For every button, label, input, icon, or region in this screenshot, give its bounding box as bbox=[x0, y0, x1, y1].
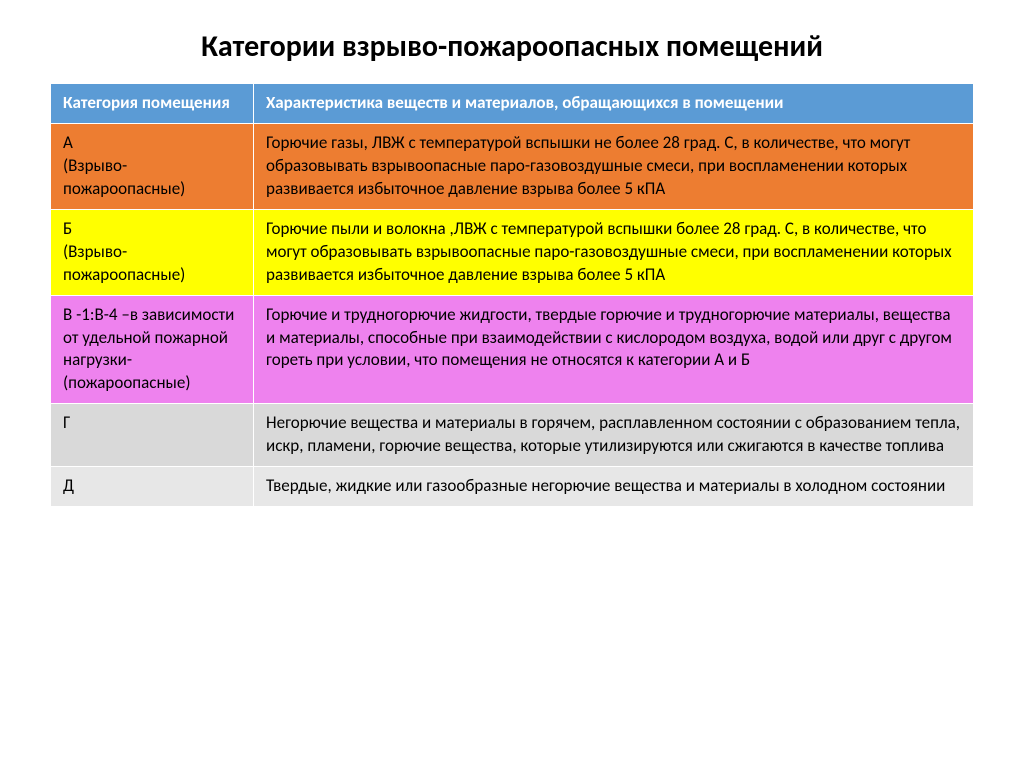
cell-description: Негорючие вещества и материалы в горячем… bbox=[254, 404, 974, 467]
table-row: Б(Взрыво-пожароопасные) Горючие пыли и в… bbox=[51, 209, 974, 295]
col-header-description: Характеристика веществ и материалов, обр… bbox=[254, 84, 974, 124]
cell-description: Горючие газы, ЛВЖ с температурой вспышки… bbox=[254, 123, 974, 209]
table-row: Г Негорючие вещества и материалы в горяч… bbox=[51, 404, 974, 467]
table-row: Д Твердые, жидкие или газообразные негор… bbox=[51, 467, 974, 507]
cell-description: Твердые, жидкие или газообразные негорюч… bbox=[254, 467, 974, 507]
slide: Категории взрыво-пожароопасных помещений… bbox=[0, 0, 1024, 547]
cell-category: В -1:В-4 –в зависимости от удельной пожа… bbox=[51, 295, 254, 404]
cell-category: Г bbox=[51, 404, 254, 467]
cell-category: А(Взрыво-пожароопасные) bbox=[51, 123, 254, 209]
table-header-row: Категория помещения Характеристика вещес… bbox=[51, 84, 974, 124]
cell-description: Горючие и трудногорючие жидгости, тверды… bbox=[254, 295, 974, 404]
page-title: Категории взрыво-пожароопасных помещений bbox=[50, 28, 974, 65]
table-row: В -1:В-4 –в зависимости от удельной пожа… bbox=[51, 295, 974, 404]
cell-description: Горючие пыли и волокна ,ЛВЖ с температур… bbox=[254, 209, 974, 295]
col-header-category: Категория помещения bbox=[51, 84, 254, 124]
cell-category: Д bbox=[51, 467, 254, 507]
cell-category: Б(Взрыво-пожароопасные) bbox=[51, 209, 254, 295]
categories-table: Категория помещения Характеристика вещес… bbox=[50, 83, 974, 507]
table-row: А(Взрыво-пожароопасные) Горючие газы, ЛВ… bbox=[51, 123, 974, 209]
